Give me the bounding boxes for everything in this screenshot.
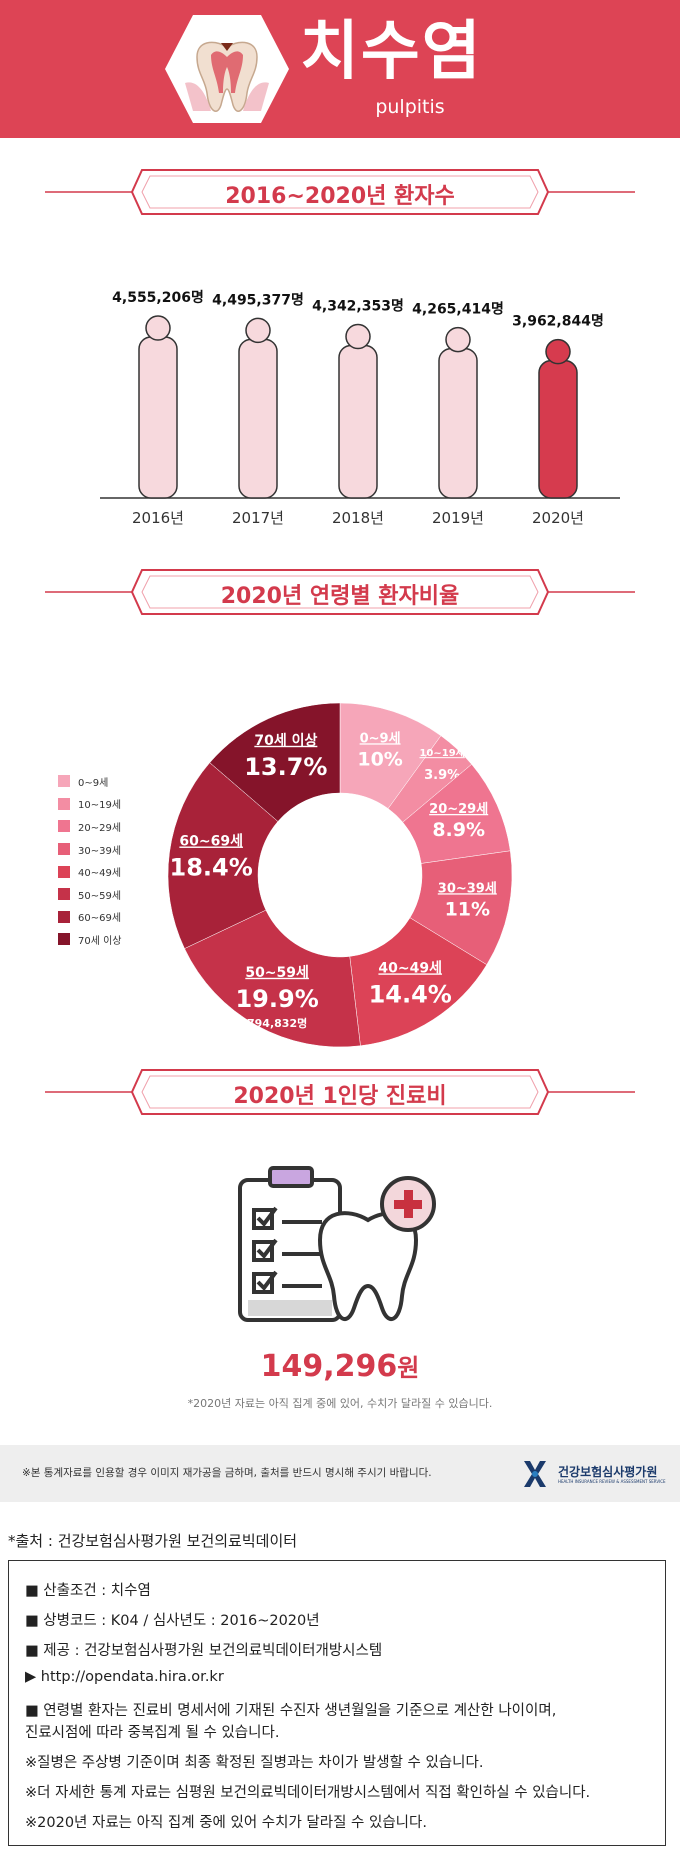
legend-label: 0~9세 — [78, 777, 109, 789]
slice-category-label: 20~29세 — [429, 802, 488, 817]
note-line: ※2020년 자료는 아직 집계 중에 있어 수치가 달라질 수 있습니다. — [25, 1815, 427, 1831]
bar-mark — [238, 317, 278, 499]
legend-label: 20~29세 — [78, 822, 122, 834]
slice-value-label: 14.4% — [369, 980, 452, 1008]
slice-value-label: 11% — [445, 898, 490, 920]
section-banner-patients: 2016~2020년 환자수 — [0, 168, 680, 216]
banner-ribbon — [45, 1069, 635, 1115]
age-donut-chart: 0~9세 10% 10~19세 3.9% 20~29세 8.9% 30~39세 11% 40~4… — [167, 702, 513, 1048]
slice-value-label: 18.4% — [170, 854, 253, 882]
copyright-notice: ※본 통계자료를 인용할 경우 이미지 재가공을 금하며, 출처를 반드시 명시… — [22, 1467, 432, 1479]
value-label: 4,555,206명 — [112, 289, 204, 306]
slice-category-label: 0~9세 — [360, 731, 401, 746]
legend-item: 0~9세 — [58, 770, 122, 793]
legend-label: 40~49세 — [78, 868, 122, 880]
header-banner: 치수염 pulpitis — [0, 0, 680, 138]
legend-label: 10~19세 — [78, 800, 122, 812]
bar-mark — [338, 323, 378, 499]
note-line: ■ 연령별 환자는 진료비 명세서에 기재된 수진자 생년월일을 기준으로 계산… — [25, 1703, 557, 1719]
patients-bar-chart: 4,555,206명 2016년 4,495,377명 2017년 4,342,353명… — [100, 289, 620, 527]
value-label: 4,495,377명 — [212, 291, 304, 308]
section-banner-age: 2020년 연령별 환자비율 — [0, 568, 680, 616]
legend-swatch — [58, 910, 70, 923]
slice-count-label: 794,832명 — [247, 1016, 307, 1030]
pie-slice — [167, 762, 279, 949]
section-banner-cost: 2020년 1인당 진료비 — [0, 1068, 680, 1116]
x-tick-label: 2018년 — [332, 509, 384, 527]
legend-label: 70세 이상 — [78, 935, 122, 947]
legend-swatch — [58, 865, 70, 878]
org-name: 건강보험심사평가원 — [558, 1465, 658, 1479]
banner-ribbon — [45, 569, 635, 615]
notes-box: ■ 산출조건 : 치수염 ■ 상병코드 : K04 / 심사년도 : 2016~… — [8, 1560, 666, 1846]
copyright-notice-bar: ※본 통계자료를 인용할 경우 이미지 재가공을 금하며, 출처를 반드시 명시… — [0, 1445, 680, 1502]
section-title-patients: 2016~2020년 환자수 — [225, 184, 455, 209]
slice-category-label: 60~69세 — [179, 834, 243, 850]
slice-category-label: 40~49세 — [378, 960, 442, 976]
legend-swatch — [58, 820, 70, 833]
bar-mark — [138, 315, 178, 499]
legend-swatch — [58, 933, 70, 946]
section-title-cost: 2020년 1인당 진료비 — [233, 1084, 447, 1109]
slice-value-label: 10% — [357, 748, 402, 770]
slice-category-label: 10~19세 — [419, 746, 464, 759]
slice-category-label: 50~59세 — [245, 965, 309, 981]
note-line: ■ 상병코드 : K04 / 심사년도 : 2016~2020년 — [25, 1613, 320, 1629]
note-line: 진료시점에 따라 중복집계 될 수 있습니다. — [25, 1725, 280, 1741]
page-title: 치수염 — [300, 15, 483, 89]
cost-value: 149,296 — [260, 1349, 398, 1384]
value-label: 4,265,414명 — [412, 301, 504, 318]
x-tick-label: 2019년 — [432, 509, 484, 527]
bar-mark — [538, 338, 578, 499]
x-tick-label: 2020년 — [532, 509, 584, 527]
slice-category-label: 70세 이상 — [254, 732, 317, 749]
note-line: ※더 자세한 통계 자료는 심평원 보건의료빅데이터개방시스템에서 직접 확인하… — [25, 1785, 591, 1801]
slice-value-label: 3.9% — [424, 768, 460, 783]
x-tick-label: 2016년 — [132, 509, 184, 527]
pie-slice — [349, 917, 488, 1047]
legend-item: 30~39세 — [58, 838, 122, 861]
banner-ribbon — [45, 169, 635, 215]
legend-item: 70세 이상 — [58, 928, 122, 951]
note-line: ■ 산출조건 : 치수염 — [25, 1583, 151, 1599]
note-line: ■ 제공 : 건강보험심사평가원 보건의료빅데이터개방시스템 — [25, 1643, 383, 1659]
tooth-icon — [165, 15, 289, 123]
clipboard-tooth-illustration — [238, 1166, 436, 1322]
source-line: *출처 : 건강보험심사평가원 보건의료빅데이터 — [8, 1532, 298, 1550]
cost-unit: 원 — [397, 1354, 420, 1382]
x-tick-label: 2017년 — [232, 509, 284, 527]
legend-item: 40~49세 — [58, 860, 122, 883]
legend-swatch — [58, 775, 70, 788]
legend-item: 60~69세 — [58, 906, 122, 929]
section-title-age: 2020년 연령별 환자비율 — [220, 584, 460, 609]
slice-category-label: 30~39세 — [438, 881, 497, 896]
page-subtitle: pulpitis — [375, 96, 445, 118]
legend-swatch — [58, 797, 70, 810]
org-subtitle: HEALTH INSURANCE REVIEW & ASSESSMENT SER… — [558, 1479, 666, 1484]
value-label: 3,962,844명 — [512, 313, 604, 330]
cost-note: *2020년 자료는 아직 집계 중에 있어, 수치가 달라질 수 있습니다. — [187, 1397, 493, 1410]
value-label: 4,342,353명 — [312, 298, 404, 315]
legend-item: 10~19세 — [58, 793, 122, 816]
age-legend: 0~9세 10~19세 20~29세 30~39세 40~49세 50~59세 60~69세… — [58, 770, 122, 951]
bar-mark — [438, 326, 478, 499]
legend-label: 50~59세 — [78, 890, 122, 902]
note-line: ※질병은 주상병 기준이며 최종 확정된 질병과는 차이가 발생할 수 있습니다… — [25, 1755, 484, 1771]
legend-item: 50~59세 — [58, 883, 122, 906]
pie-slice — [184, 909, 361, 1048]
legend-item: 20~29세 — [58, 815, 122, 838]
note-link[interactable]: ▶ http://opendata.hira.or.kr — [25, 1669, 224, 1685]
legend-label: 60~69세 — [78, 913, 122, 925]
slice-value-label: 19.9% — [235, 985, 318, 1013]
pie-slice — [209, 702, 341, 822]
hira-logo-icon — [524, 1461, 546, 1487]
per-capita-cost: 149,296원 — [0, 1348, 680, 1384]
slice-value-label: 8.9% — [432, 819, 485, 841]
legend-label: 30~39세 — [78, 845, 122, 857]
tooth-outline-icon — [317, 1211, 419, 1321]
legend-swatch — [58, 843, 70, 856]
legend-swatch — [58, 888, 70, 901]
slice-value-label: 13.7% — [244, 753, 327, 781]
checklist-icon — [252, 1206, 322, 1294]
